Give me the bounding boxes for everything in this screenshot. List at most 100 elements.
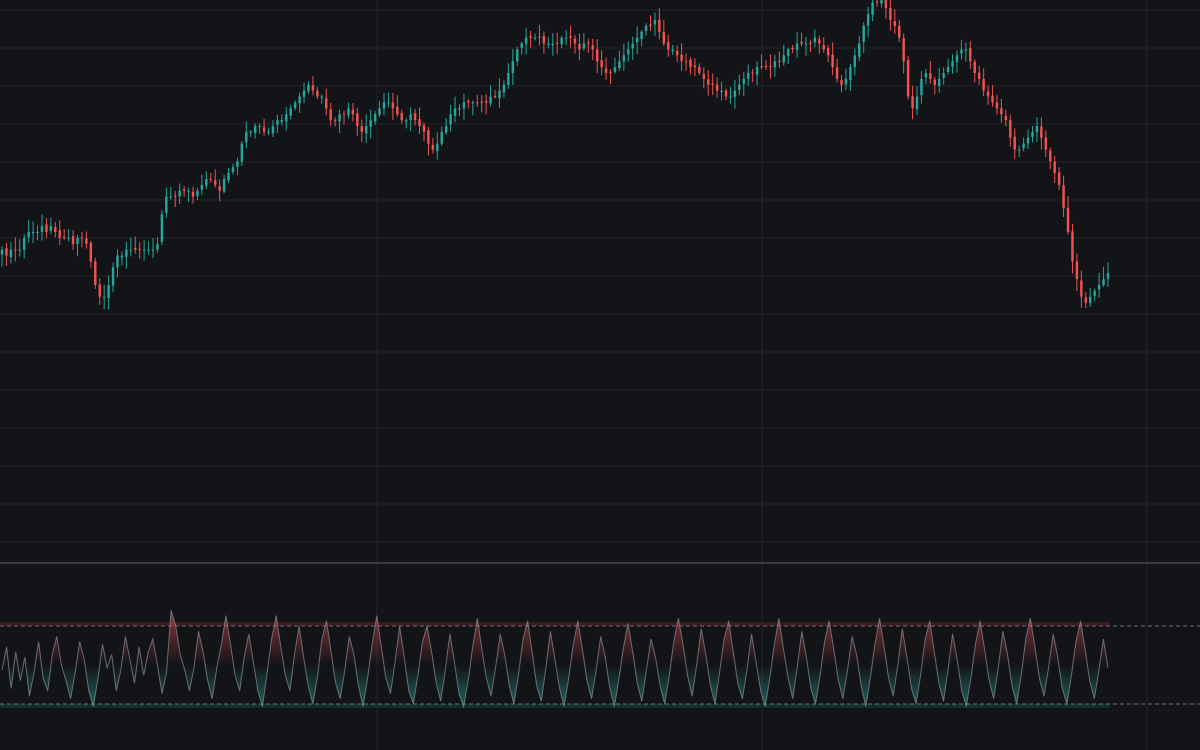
candle [764, 60, 768, 70]
candle-body [662, 31, 666, 44]
candle-body [529, 35, 532, 38]
candle-body [111, 267, 115, 286]
candle-body [71, 236, 75, 244]
candle-body [196, 190, 199, 196]
candle [977, 65, 981, 85]
candle [320, 94, 324, 104]
candle [511, 49, 515, 85]
candle [671, 45, 674, 55]
candle [951, 54, 954, 74]
candle-body [36, 232, 39, 233]
candle-body [382, 102, 386, 109]
candle-body [76, 237, 79, 245]
candle [520, 41, 523, 55]
candle [187, 187, 190, 202]
price-pane[interactable] [0, 0, 1110, 310]
candle-body [622, 55, 626, 62]
candle-body [711, 83, 714, 85]
candle [609, 69, 612, 85]
candle [156, 237, 159, 253]
candle-body [1031, 131, 1034, 137]
candle-body [311, 85, 315, 91]
candle-body [462, 102, 466, 109]
candle-body [378, 108, 381, 115]
candle [680, 43, 683, 71]
candle-body [360, 126, 364, 132]
candle-body [733, 90, 737, 97]
candle [595, 39, 599, 73]
candle-body [702, 73, 706, 79]
candle [467, 98, 470, 109]
candle-body [373, 114, 377, 122]
candle [1040, 117, 1043, 150]
candle-body [502, 84, 506, 93]
candle [635, 26, 639, 55]
candle [360, 119, 364, 142]
candle [1102, 267, 1105, 287]
candle-body [804, 43, 808, 45]
candle [555, 32, 559, 55]
candle [18, 239, 21, 257]
candle [240, 141, 244, 166]
candle-body [569, 36, 572, 38]
candle [138, 242, 141, 259]
candle [373, 110, 377, 125]
candle [1044, 130, 1048, 158]
candle-body [102, 296, 106, 298]
candle [649, 15, 652, 32]
candle-body [955, 55, 959, 63]
candle [1084, 292, 1088, 309]
candle-body [14, 249, 17, 251]
candle [484, 94, 488, 115]
candle [27, 219, 30, 243]
candle-body [618, 61, 621, 69]
candle [933, 76, 936, 95]
candle [89, 241, 93, 268]
candle-body [1093, 290, 1096, 296]
candle-body [1053, 161, 1056, 174]
candle [165, 187, 168, 218]
candle [22, 234, 26, 259]
candle-body [107, 285, 110, 299]
candle [991, 84, 994, 107]
candle [249, 129, 252, 138]
candle [707, 70, 710, 96]
candle [316, 86, 319, 100]
candle-body [826, 48, 830, 56]
candle-body [760, 66, 763, 68]
candle-body [764, 65, 768, 68]
candle [245, 121, 248, 149]
candle-body [205, 179, 208, 186]
candle-body [471, 102, 475, 104]
candle [471, 100, 475, 116]
candle [631, 36, 634, 60]
candle [893, 9, 897, 34]
candle [31, 221, 35, 244]
candle [347, 102, 350, 119]
candle [889, 0, 892, 31]
candle [107, 275, 110, 310]
candle [458, 104, 461, 117]
candle [258, 123, 261, 134]
candle [0, 246, 4, 267]
candle-body [853, 55, 857, 67]
candle [551, 33, 555, 56]
candle [293, 100, 297, 111]
candle [964, 42, 968, 62]
candle [880, 0, 883, 8]
candle [178, 183, 181, 204]
candle-body [1040, 126, 1043, 138]
candle-body [880, 0, 883, 4]
candle [538, 25, 541, 46]
candle-body [720, 90, 723, 93]
oscillator-pane[interactable] [0, 610, 1200, 709]
candle [542, 31, 546, 54]
candle [746, 64, 750, 86]
candle-body [1062, 185, 1065, 209]
overbought-band [0, 622, 1110, 626]
candle [902, 33, 905, 74]
candle [569, 25, 572, 48]
candle [693, 58, 697, 77]
candle-body [977, 72, 981, 79]
candle-body [262, 127, 266, 132]
